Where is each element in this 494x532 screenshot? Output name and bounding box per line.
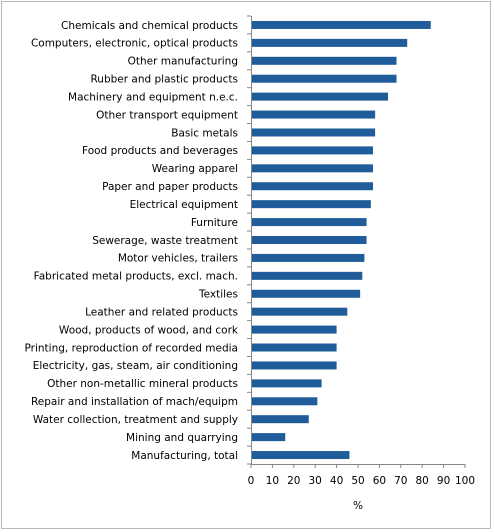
bar bbox=[251, 451, 350, 460]
bar bbox=[251, 56, 397, 65]
category-label: Wearing apparel bbox=[152, 163, 238, 175]
x-tick-label: 90 bbox=[437, 475, 450, 487]
bar bbox=[251, 92, 388, 101]
category-label: Other non-metallic mineral products bbox=[47, 378, 238, 390]
axes-group bbox=[247, 15, 466, 468]
bar bbox=[251, 307, 348, 316]
bar bbox=[251, 146, 373, 155]
category-labels: Chemicals and chemical products Computers… bbox=[25, 20, 239, 462]
bar bbox=[251, 253, 365, 262]
category-label: Wood, products of wood, and cork bbox=[59, 324, 239, 336]
category-label: Motor vehicles, trailers bbox=[118, 253, 238, 265]
bar bbox=[251, 182, 373, 191]
x-tick-label: 80 bbox=[416, 475, 429, 487]
bar bbox=[251, 200, 371, 209]
category-label: Computers, electronic, optical products bbox=[31, 38, 238, 50]
bar bbox=[251, 325, 337, 334]
x-tick-label: 10 bbox=[266, 475, 279, 487]
x-tick-label: 100 bbox=[455, 475, 475, 487]
bar bbox=[251, 397, 318, 406]
x-tick-label: 40 bbox=[330, 475, 343, 487]
category-label: Paper and paper products bbox=[102, 181, 238, 193]
bar bbox=[251, 415, 309, 424]
category-label: Food products and beverages bbox=[82, 145, 238, 157]
x-tick-label: 70 bbox=[394, 475, 407, 487]
x-tick-label: 20 bbox=[287, 475, 300, 487]
category-label: Printing, reproduction of recorded media bbox=[25, 342, 239, 354]
category-label: Leather and related products bbox=[85, 306, 238, 318]
x-tick-label: 30 bbox=[309, 475, 322, 487]
bar bbox=[251, 110, 376, 119]
category-label: Mining and quarrying bbox=[126, 432, 238, 444]
category-label: Furniture bbox=[191, 217, 238, 229]
bar bbox=[251, 271, 363, 280]
category-label: Repair and installation of mach/equipm bbox=[31, 396, 238, 408]
category-label: Fabricated metal products, excl. mach. bbox=[34, 271, 238, 283]
category-label: Other transport equipment bbox=[96, 109, 238, 121]
bar bbox=[251, 128, 376, 137]
category-label: Textiles bbox=[198, 289, 238, 301]
bar bbox=[251, 38, 408, 47]
category-label: Sewerage, waste treatment bbox=[92, 235, 238, 247]
x-tick-labels: 0 10 20 30 40 50 60 70 80 90 100 bbox=[248, 475, 475, 487]
x-tick-label: 0 bbox=[248, 475, 255, 487]
category-label: Rubber and plastic products bbox=[90, 74, 238, 86]
category-label: Chemicals and chemical products bbox=[61, 20, 238, 32]
bar bbox=[251, 236, 367, 244]
bar bbox=[251, 379, 322, 388]
category-label: Basic metals bbox=[171, 127, 238, 139]
bar bbox=[251, 74, 397, 83]
x-tick-label: 60 bbox=[373, 475, 386, 487]
category-label: Machinery and equipment n.e.c. bbox=[68, 91, 238, 103]
category-label: Electrical equipment bbox=[130, 199, 238, 211]
category-label: Water collection, treatment and supply bbox=[33, 414, 238, 426]
bar bbox=[251, 218, 367, 227]
x-tick-label: 50 bbox=[351, 475, 364, 487]
category-label: Manufacturing, total bbox=[131, 450, 238, 462]
bars-group bbox=[251, 20, 431, 460]
bar bbox=[251, 289, 361, 298]
bar bbox=[251, 433, 286, 442]
bar bbox=[251, 20, 431, 29]
bar bbox=[251, 361, 337, 370]
bar bbox=[251, 343, 337, 352]
category-label: Other manufacturing bbox=[128, 56, 238, 68]
x-axis-label: % bbox=[353, 500, 363, 512]
bar bbox=[251, 164, 373, 173]
category-label: Electricity, gas, steam, air conditionin… bbox=[33, 360, 238, 372]
